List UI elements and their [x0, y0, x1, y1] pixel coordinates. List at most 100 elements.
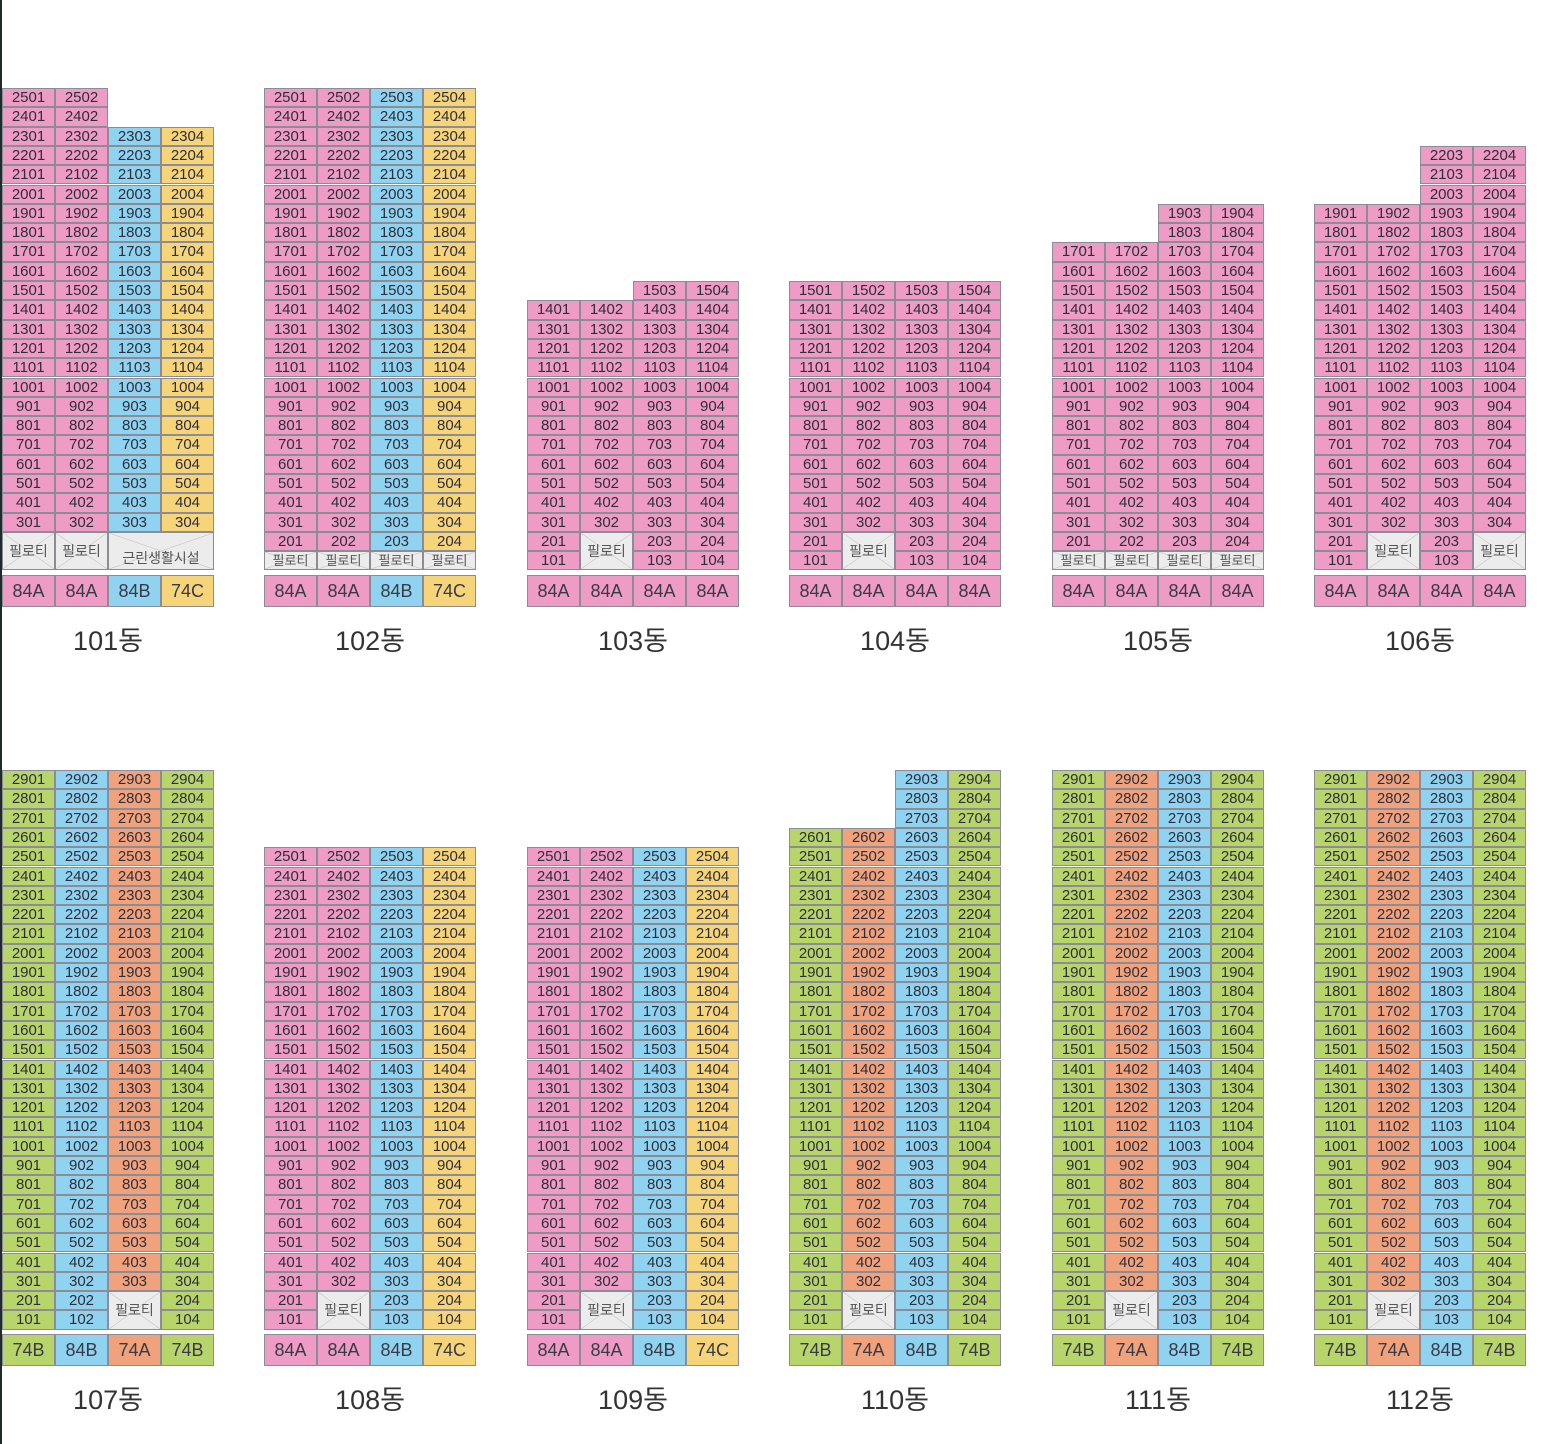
- unit-cell: 1304: [686, 319, 739, 339]
- unit-cell: 2202: [1367, 905, 1420, 925]
- unit-cell: 403: [633, 493, 686, 513]
- unit-cell: 1701: [1314, 1001, 1367, 1021]
- unit-cell: 2104: [1473, 165, 1526, 185]
- unit-cell: 201: [789, 1291, 842, 1311]
- unit-column: 1501 1401 1301 1201 1101 1001 901 801 701 601 501 4…: [789, 88, 842, 571]
- unit-cell: 1602: [55, 261, 108, 281]
- unit-cell: 402: [1367, 493, 1420, 513]
- unit-cell: 2902: [55, 770, 108, 790]
- unit-cell: 801: [264, 1175, 317, 1195]
- unit-cell: 2301: [2, 885, 55, 906]
- unit-cell: 2002: [55, 943, 108, 963]
- unit-cell: 203: [1420, 1291, 1473, 1311]
- unit-cell: 1202: [55, 1098, 108, 1118]
- unit-cell: 804: [948, 416, 1001, 436]
- unit-cell: 1602: [317, 261, 370, 281]
- unit-cell: 803: [108, 1175, 161, 1195]
- unit-cell: 801: [527, 1175, 580, 1195]
- unit-cell: 2001: [2, 184, 55, 204]
- unit-cell: 504: [423, 1233, 476, 1253]
- unit-cell: 1904: [423, 963, 476, 983]
- unit-cell: 704: [423, 1194, 476, 1214]
- unit-cell: 1601: [264, 261, 317, 281]
- unit-column: 2902 2802 2702 2602 2502 2402 2302 2202 2102 2002…: [1105, 770, 1158, 1330]
- unit-cell: 402: [580, 493, 633, 513]
- unit-cell: 1802: [842, 982, 895, 1002]
- unit-cell: 1003: [1158, 1136, 1211, 1156]
- unit-cell: 2401: [789, 866, 842, 886]
- unit-cell: 902: [842, 1156, 895, 1176]
- unit-column: 2901 2801 2701 2601 2501 2401 2301 2201 2101 2001…: [1314, 770, 1367, 1330]
- unit-cell: 503: [370, 1233, 423, 1253]
- unit-cell: 1902: [55, 203, 108, 224]
- unit-cell: 1001: [264, 377, 317, 397]
- unit-cell: 2103: [1158, 924, 1211, 944]
- unit-cell: 1201: [264, 338, 317, 359]
- unit-cell: 2604: [1473, 827, 1526, 848]
- unit-cell: 2401: [2, 866, 55, 886]
- unit-cell: 504: [1473, 1233, 1526, 1253]
- unit-column: 2501 2401 2301 2201 2101 2001 1901 1801 1701 1601…: [264, 770, 317, 1330]
- unit-cell: 2001: [527, 943, 580, 963]
- unit-type-badge: 74A: [108, 1333, 161, 1366]
- unit-cell: 104: [686, 1310, 739, 1330]
- unit-cell: 1204: [423, 1098, 476, 1118]
- unit-cell: 2601: [1052, 827, 1105, 848]
- unit-column: 1503 1403 1303 1203 1103 1003 903 803 703 603 503 4…: [633, 88, 686, 571]
- unit-cell: 1702: [317, 1001, 370, 1021]
- unit-cell: 204: [948, 1291, 1001, 1311]
- unit-cell: 1201: [1052, 1098, 1105, 1118]
- unit-cell: 1802: [55, 223, 108, 243]
- unit-cell: 2303: [895, 885, 948, 906]
- unit-cell: 1604: [948, 1020, 1001, 1041]
- unit-cell: 1503: [633, 1040, 686, 1060]
- unit-cell: 2802: [1367, 789, 1420, 809]
- unit-column: 2503 2403 2303 2203 2103 2003 1903 1803 1703 1603…: [370, 770, 423, 1330]
- building-label: 101동: [73, 625, 143, 656]
- unit-cell: 1803: [1420, 982, 1473, 1002]
- unit-cell: 2904: [1211, 770, 1264, 790]
- unit-cell: 1102: [580, 358, 633, 378]
- unit-cell: 1101: [527, 358, 580, 378]
- unit-cell: 1703: [108, 242, 161, 262]
- unit-cell: 2903: [895, 770, 948, 790]
- unit-cell: 1903: [1420, 963, 1473, 983]
- pilotis-cell: 필로티: [55, 531, 108, 571]
- unit-cell: 2303: [108, 126, 161, 146]
- unit-cell: 704: [686, 1194, 739, 1214]
- unit-cell: 2103: [1420, 165, 1473, 185]
- unit-cell: 1402: [55, 1059, 108, 1079]
- unit-cell: 901: [2, 396, 55, 417]
- unit-cell: 1502: [1105, 281, 1158, 301]
- unit-cell: 1503: [108, 281, 161, 301]
- unit-cell: 1401: [2, 1059, 55, 1079]
- unit-column: 2904 2804 2704 2604 2504 2404 2304 2204 2104 2004…: [948, 770, 1001, 1330]
- unit-cell: 2501: [264, 88, 317, 108]
- unit-cell: 402: [1367, 1252, 1420, 1272]
- pilotis-cell: 필로티: [108, 1291, 161, 1330]
- unit-cell: 1703: [1158, 242, 1211, 262]
- unit-cell: 301: [1052, 512, 1105, 532]
- unit-cell: 2202: [55, 905, 108, 925]
- unit-cell: 1704: [948, 1001, 1001, 1021]
- unit-column: 2904 2804 2704 2604 2504 2404 2304 2204 2104 2004…: [161, 770, 214, 1330]
- unit-cell: 2903: [108, 770, 161, 790]
- unit-cell: 1101: [1052, 1117, 1105, 1137]
- unit-cell: 1603: [1420, 261, 1473, 281]
- unit-cell: 2304: [161, 885, 214, 906]
- unit-cell: 803: [633, 1175, 686, 1195]
- unit-cell: 1404: [1211, 300, 1264, 320]
- unit-cell: 1802: [1105, 982, 1158, 1002]
- unit-cell: 1202: [317, 1098, 370, 1118]
- unit-cell: 2301: [1052, 885, 1105, 906]
- unit-cell: 1903: [370, 963, 423, 983]
- unit-cell: 2004: [686, 943, 739, 963]
- unit-cell: 1302: [1367, 1078, 1420, 1099]
- unit-cell: 1203: [108, 1098, 161, 1118]
- unit-cell: 1702: [1367, 242, 1420, 262]
- unit-cell: 2101: [264, 165, 317, 185]
- unit-cell: 304: [161, 512, 214, 532]
- unit-cell: 2101: [264, 924, 317, 944]
- unit-cell: 2002: [317, 943, 370, 963]
- unit-cell: 2301: [527, 885, 580, 906]
